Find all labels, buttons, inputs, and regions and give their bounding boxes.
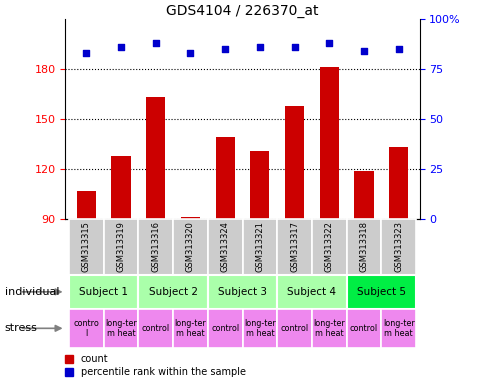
Bar — [69, 275, 138, 309]
Bar — [181, 217, 199, 219]
Bar — [173, 309, 207, 348]
Bar — [319, 68, 338, 219]
Text: long-ter
m heat: long-ter m heat — [382, 319, 414, 338]
Text: GSM313321: GSM313321 — [255, 221, 264, 272]
Bar — [207, 219, 242, 275]
Point — [325, 40, 333, 46]
Text: control: control — [280, 324, 308, 333]
Text: long-ter
m heat: long-ter m heat — [105, 319, 136, 338]
Bar — [388, 147, 408, 219]
Text: Subject 1: Subject 1 — [79, 287, 128, 297]
Text: individual: individual — [5, 287, 59, 297]
Text: Subject 5: Subject 5 — [356, 287, 405, 297]
Text: GSM313317: GSM313317 — [289, 221, 299, 272]
Bar — [346, 275, 415, 309]
Point — [186, 50, 194, 56]
Text: GSM313316: GSM313316 — [151, 221, 160, 272]
Bar — [138, 219, 173, 275]
Point — [151, 40, 159, 46]
Text: GSM313319: GSM313319 — [116, 221, 125, 272]
Bar — [346, 309, 380, 348]
Bar — [76, 190, 96, 219]
Bar — [207, 309, 242, 348]
Text: control: control — [141, 324, 169, 333]
Text: control: control — [349, 324, 377, 333]
Text: GSM313315: GSM313315 — [82, 221, 91, 272]
Title: GDS4104 / 226370_at: GDS4104 / 226370_at — [166, 4, 318, 18]
Bar — [277, 275, 346, 309]
Point — [256, 44, 263, 50]
Text: long-ter
m heat: long-ter m heat — [174, 319, 206, 338]
Bar — [104, 219, 138, 275]
Bar — [285, 106, 303, 219]
Bar — [354, 170, 373, 219]
Text: GSM313322: GSM313322 — [324, 221, 333, 272]
Bar — [138, 275, 207, 309]
Text: stress: stress — [5, 323, 38, 333]
Text: Subject 3: Subject 3 — [217, 287, 267, 297]
Text: GSM313323: GSM313323 — [393, 221, 402, 272]
Text: long-ter
m heat: long-ter m heat — [243, 319, 275, 338]
Text: GSM313324: GSM313324 — [220, 221, 229, 272]
Bar — [380, 309, 415, 348]
Bar — [380, 219, 415, 275]
Text: long-ter
m heat: long-ter m heat — [313, 319, 345, 338]
Text: Subject 4: Subject 4 — [287, 287, 336, 297]
Bar — [311, 309, 346, 348]
Bar — [242, 219, 277, 275]
Bar — [138, 309, 173, 348]
Bar — [242, 309, 277, 348]
Bar — [215, 137, 234, 219]
Bar — [207, 275, 277, 309]
Text: control: control — [211, 324, 239, 333]
Point — [82, 50, 90, 56]
Text: GSM313320: GSM313320 — [185, 221, 195, 272]
Bar — [277, 309, 311, 348]
Bar — [311, 219, 346, 275]
Point — [394, 46, 402, 52]
Bar — [69, 309, 104, 348]
Bar — [111, 156, 130, 219]
Point — [221, 46, 228, 52]
Bar — [173, 219, 207, 275]
Legend: count, percentile rank within the sample: count, percentile rank within the sample — [65, 354, 245, 377]
Text: contro
l: contro l — [73, 319, 99, 338]
Text: Subject 2: Subject 2 — [148, 287, 197, 297]
Point — [359, 48, 367, 54]
Bar — [146, 98, 165, 219]
Point — [290, 44, 298, 50]
Point — [117, 44, 125, 50]
Bar — [250, 151, 269, 219]
Text: GSM313318: GSM313318 — [359, 221, 368, 272]
Bar — [104, 309, 138, 348]
Bar — [346, 219, 380, 275]
Bar — [277, 219, 311, 275]
Bar — [69, 219, 104, 275]
